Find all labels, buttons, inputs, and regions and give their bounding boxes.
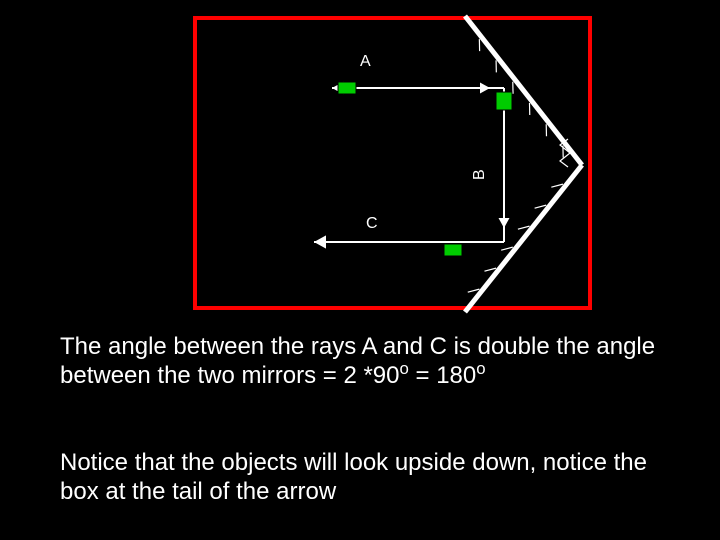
tail-box-0 [338,82,356,94]
mirror-hatch [551,184,563,187]
border [195,18,590,308]
slide: A B C The angle between the rays A and C i… [0,0,720,540]
endpoint-arrow-1 [314,235,326,248]
label-C: C [366,215,378,232]
mirror-hatch [518,226,530,229]
label-B: B [471,169,488,180]
mirror-2 [465,165,582,312]
direction-arrow-1 [499,218,510,228]
degree-symbol: o [400,359,409,378]
label-A: A [360,53,371,70]
paragraph-1: The angle between the rays A and C is do… [60,332,670,391]
optics-diagram: A B C [180,10,600,315]
mirror-hatch [484,268,496,271]
mirror-hatch [468,289,480,292]
tail-box-1 [496,92,512,110]
tail-box-2 [444,244,462,256]
mirror-hatch [501,247,513,250]
mirror-hatch [535,205,547,208]
direction-arrow-0 [480,83,490,94]
p1-mid: = 180 [409,362,476,389]
degree-symbol: o [476,359,485,378]
p1-prefix: The angle between the rays A and C is do… [60,333,655,389]
paragraph-2: Notice that the objects will look upside… [60,448,670,507]
